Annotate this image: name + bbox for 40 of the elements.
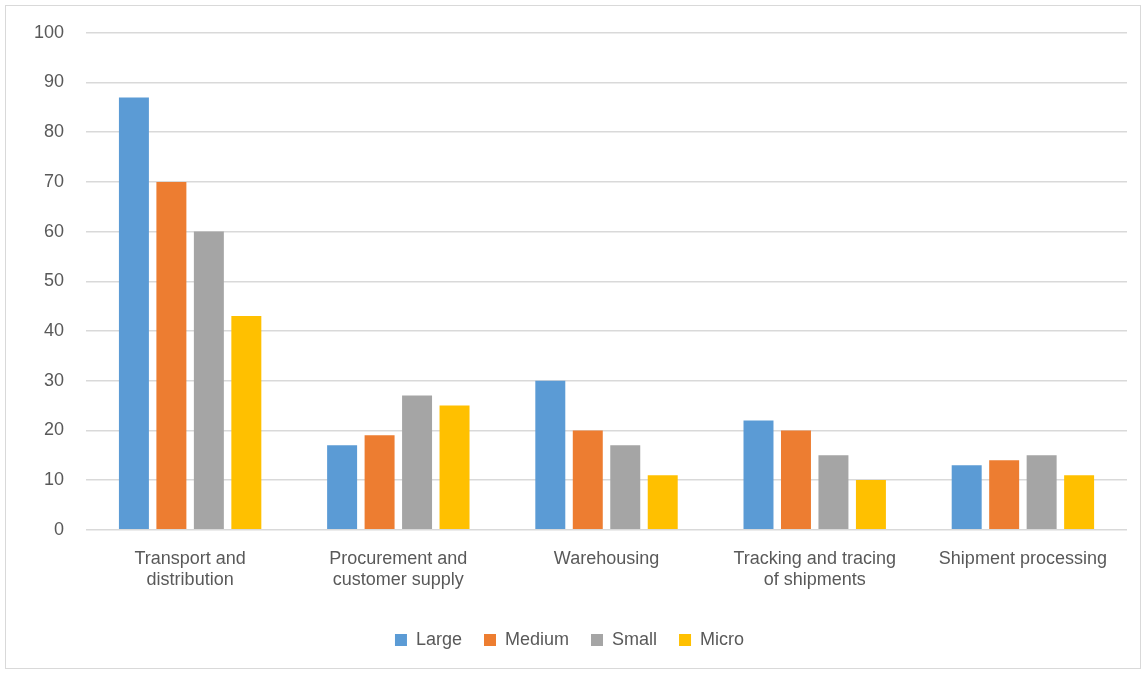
x-tick-label: Procurement and customer supply	[329, 547, 468, 590]
bar	[193, 231, 224, 530]
legend-label: Large	[415, 628, 463, 649]
bar	[951, 465, 982, 530]
bar	[535, 380, 566, 530]
y-tick-label: 40	[44, 319, 65, 340]
bar	[572, 430, 603, 530]
y-tick-label: 90	[44, 71, 65, 92]
bar	[364, 435, 395, 530]
bar	[439, 405, 470, 530]
bar	[1064, 475, 1095, 530]
x-tick-label: Warehousing	[553, 547, 660, 568]
y-tick-label: 20	[44, 419, 65, 440]
bar	[231, 316, 262, 530]
bar	[818, 455, 849, 530]
bar	[855, 480, 886, 530]
y-tick-label: 70	[44, 170, 65, 191]
legend-label: Medium	[505, 628, 570, 649]
y-tick-label: 0	[54, 518, 65, 539]
x-tick-label: Tracking and tracing of shipments	[733, 547, 896, 590]
y-tick-label: 10	[44, 469, 65, 490]
legend-label: Small	[612, 628, 658, 649]
bar	[156, 181, 187, 530]
y-tick-label: 50	[44, 270, 65, 291]
bar	[402, 395, 433, 530]
bar	[989, 460, 1020, 530]
bar	[327, 445, 358, 530]
y-tick-label: 80	[44, 121, 65, 142]
bar	[118, 97, 149, 530]
legend-label: Micro	[700, 628, 745, 649]
x-tick-label: Transport and distribution	[134, 547, 246, 590]
y-tick-label: 60	[44, 220, 65, 241]
bar	[780, 430, 811, 530]
bar	[610, 445, 641, 530]
x-tick-label: Shipment processing	[938, 547, 1107, 568]
y-tick-label: 30	[44, 369, 65, 390]
bar	[1026, 455, 1057, 530]
bar	[743, 420, 774, 530]
y-tick-label: 100	[33, 21, 65, 42]
bar	[647, 475, 678, 530]
